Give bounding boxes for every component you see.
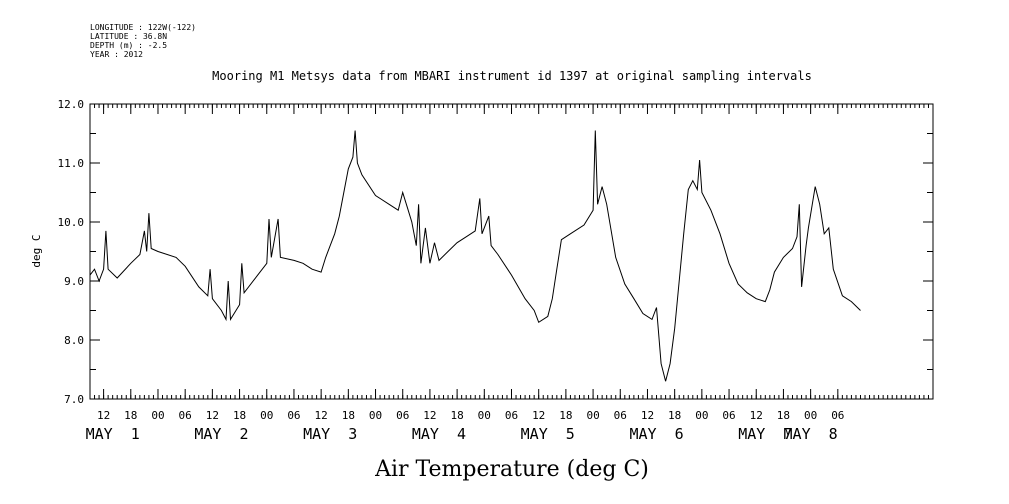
x-hour-tick-label: 12 bbox=[97, 409, 110, 422]
metadata-longitude: LONGITUDE : 122W(-122) bbox=[90, 23, 196, 32]
y-tick-label: 12.0 bbox=[58, 98, 85, 111]
x-hour-tick-label: 06 bbox=[396, 409, 409, 422]
x-day-label: MAY 3 bbox=[303, 425, 357, 443]
y-tick-label: 11.0 bbox=[58, 157, 85, 170]
x-hour-tick-label: 00 bbox=[586, 409, 599, 422]
metadata-year: YEAR : 2012 bbox=[90, 50, 143, 59]
x-hour-tick-label: 12 bbox=[315, 409, 328, 422]
y-tick-label: 9.0 bbox=[64, 275, 84, 288]
x-hour-tick-label: 18 bbox=[233, 409, 246, 422]
series-line-air-temperature bbox=[89, 130, 861, 382]
metadata-latitude: LATITUDE : 36.8N bbox=[90, 32, 167, 41]
x-day-label: MAY 4 bbox=[412, 425, 466, 443]
x-day-label: MAY 7 bbox=[738, 425, 792, 443]
x-hour-tick-label: 12 bbox=[423, 409, 436, 422]
x-hour-tick-label: 00 bbox=[151, 409, 164, 422]
metadata-depth: DEPTH (m) : -2.5 bbox=[90, 41, 167, 50]
x-axis: 12 18 00 06 12 18 00 06 12 18 00 06 12 18 00 06 12 18 00 06… bbox=[86, 104, 934, 443]
x-hour-tick-label: 06 bbox=[831, 409, 844, 422]
x-hour-tick-label: 06 bbox=[179, 409, 192, 422]
x-hour-tick-label: 06 bbox=[614, 409, 627, 422]
station-metadata: LONGITUDE : 122W(-122) LATITUDE : 36.8N … bbox=[90, 23, 196, 59]
x-hour-tick-label: 18 bbox=[668, 409, 681, 422]
chart-title: Mooring M1 Metsys data from MBARI instru… bbox=[212, 69, 812, 83]
x-hour-tick-label: 18 bbox=[450, 409, 463, 422]
x-hour-tick-label: 00 bbox=[695, 409, 708, 422]
x-hour-tick-label: 18 bbox=[342, 409, 355, 422]
x-hour-tick-label: 00 bbox=[804, 409, 817, 422]
y-axis-label: deg C bbox=[30, 234, 43, 267]
x-hour-tick-label: 00 bbox=[369, 409, 382, 422]
x-day-label: MAY 2 bbox=[194, 425, 248, 443]
x-hour-tick-label: 06 bbox=[722, 409, 735, 422]
x-day-label: MAY 6 bbox=[629, 425, 683, 443]
x-hour-tick-label: 12 bbox=[641, 409, 654, 422]
plot-frame bbox=[89, 103, 934, 400]
y-tick-label: 7.0 bbox=[64, 393, 84, 406]
x-day-label: MAY 8 bbox=[784, 425, 838, 443]
x-hour-tick-label: 06 bbox=[287, 409, 300, 422]
y-tick-label: 10.0 bbox=[58, 216, 85, 229]
x-hour-tick-label: 18 bbox=[777, 409, 790, 422]
x-hour-tick-label: 06 bbox=[505, 409, 518, 422]
y-axis: 7.0 8.0 9.0 10.0 11.0 12.0 bbox=[58, 98, 933, 406]
x-hour-tick-label: 12 bbox=[750, 409, 763, 422]
x-hour-tick-label: 00 bbox=[260, 409, 273, 422]
x-hour-tick-label: 18 bbox=[559, 409, 572, 422]
x-hour-tick-label: 00 bbox=[478, 409, 491, 422]
x-hour-tick-label: 12 bbox=[532, 409, 545, 422]
x-hour-tick-label: 18 bbox=[124, 409, 137, 422]
y-tick-label: 8.0 bbox=[64, 334, 84, 347]
x-hour-tick-label: 12 bbox=[206, 409, 219, 422]
x-day-label: MAY 1 bbox=[86, 425, 140, 443]
x-day-label: MAY 5 bbox=[521, 425, 575, 443]
x-axis-label: Air Temperature (deg C) bbox=[374, 457, 649, 482]
